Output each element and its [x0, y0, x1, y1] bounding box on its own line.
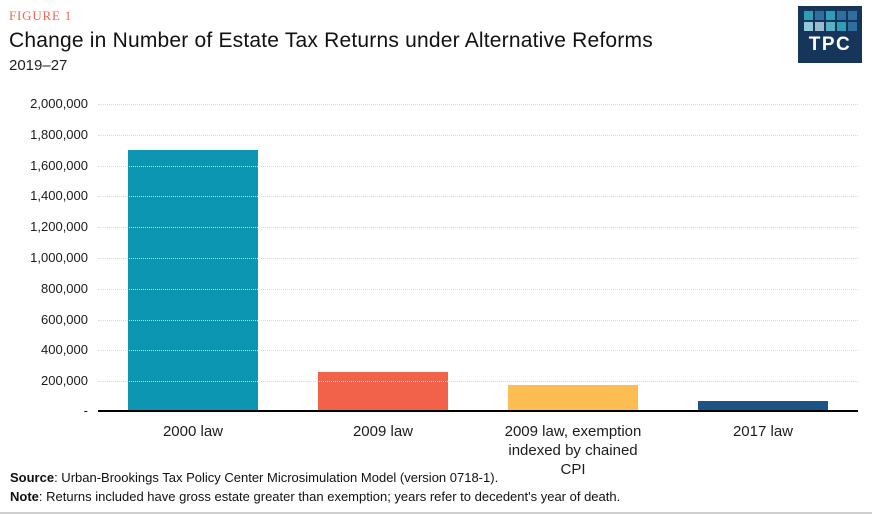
x-category-label: 2009 law, exemption indexed by chained C…: [504, 423, 642, 478]
bar-2009-law: [508, 384, 638, 410]
note-line: Note: Returns included have gross estate…: [10, 487, 862, 506]
bars-container: [98, 104, 858, 410]
tpc-logo: TPC: [798, 6, 862, 63]
plot-area: [98, 104, 858, 412]
y-tick-label: 1,000,000: [30, 250, 88, 265]
y-tick-label: 1,200,000: [30, 219, 88, 235]
y-tick-label: 200,000: [41, 373, 88, 389]
tpc-logo-grid-icon: [803, 11, 857, 31]
y-gridline: [98, 258, 858, 259]
y-gridline: [98, 288, 858, 290]
logo-square: [803, 11, 813, 20]
y-tick-label: 1,400,000: [30, 188, 88, 204]
logo-square: [803, 22, 813, 31]
logo-square: [814, 22, 824, 31]
x-category-label: 2017 law: [732, 423, 794, 440]
logo-square: [814, 11, 824, 20]
bar-slot: [478, 104, 668, 410]
y-gridline: [98, 319, 858, 321]
y-gridline: [98, 350, 858, 352]
x-axis-labels: 2000 law 2009 law 2009 law, exemption inde…: [98, 422, 858, 479]
y-gridline: [98, 104, 858, 105]
y-tick-label: 1,800,000: [30, 126, 88, 142]
x-category-label: 2009 law: [352, 423, 414, 440]
bar-2009-law: [318, 372, 448, 410]
y-gridline: [98, 134, 858, 136]
figure-header: FIGURE 1 Change in Number of Estate Tax …: [9, 8, 782, 74]
chart-subtitle: 2019–27: [9, 57, 68, 74]
logo-square: [836, 22, 846, 31]
y-tick-label: 2,000,000: [30, 96, 88, 111]
source-label: Source: [10, 470, 55, 485]
chart-title: Change in Number of Estate Tax Returns u…: [9, 29, 653, 52]
y-tick-label: 800,000: [41, 280, 88, 296]
note-label: Note: [10, 489, 39, 504]
y-tick-label: 400,000: [41, 342, 88, 358]
bar-slot: [98, 104, 288, 410]
logo-square: [847, 22, 857, 31]
source-line: Source: Urban-Brookings Tax Policy Cente…: [10, 468, 862, 487]
figure-number-label: FIGURE 1: [9, 8, 73, 23]
y-gridline: [98, 165, 858, 167]
x-category-label: 2000 law: [162, 423, 224, 440]
bar-2000-law: [128, 149, 258, 410]
logo-square: [847, 11, 857, 20]
y-tick-label: 600,000: [41, 311, 88, 327]
note-text: : Returns included have gross estate gre…: [38, 489, 621, 504]
bar-slot: [288, 104, 478, 410]
bar-chart: 2000 law 2009 law 2009 law, exemption inde…: [0, 96, 872, 478]
logo-square: [825, 22, 835, 31]
y-gridline: [98, 196, 858, 198]
y-tick-label: 1,600,000: [30, 157, 88, 173]
tpc-logo-text: TPC: [808, 34, 852, 55]
logo-square: [836, 11, 846, 20]
logo-square: [825, 11, 835, 20]
y-tick-label-zero: -: [83, 403, 88, 418]
y-gridline: [98, 381, 858, 383]
bar-2017-law: [698, 400, 828, 410]
bar-slot: [668, 104, 858, 410]
y-gridline: [98, 227, 858, 229]
source-text: : Urban-Brookings Tax Policy Center Micr…: [54, 470, 499, 485]
figure-footer: Source: Urban-Brookings Tax Policy Cente…: [10, 468, 862, 506]
